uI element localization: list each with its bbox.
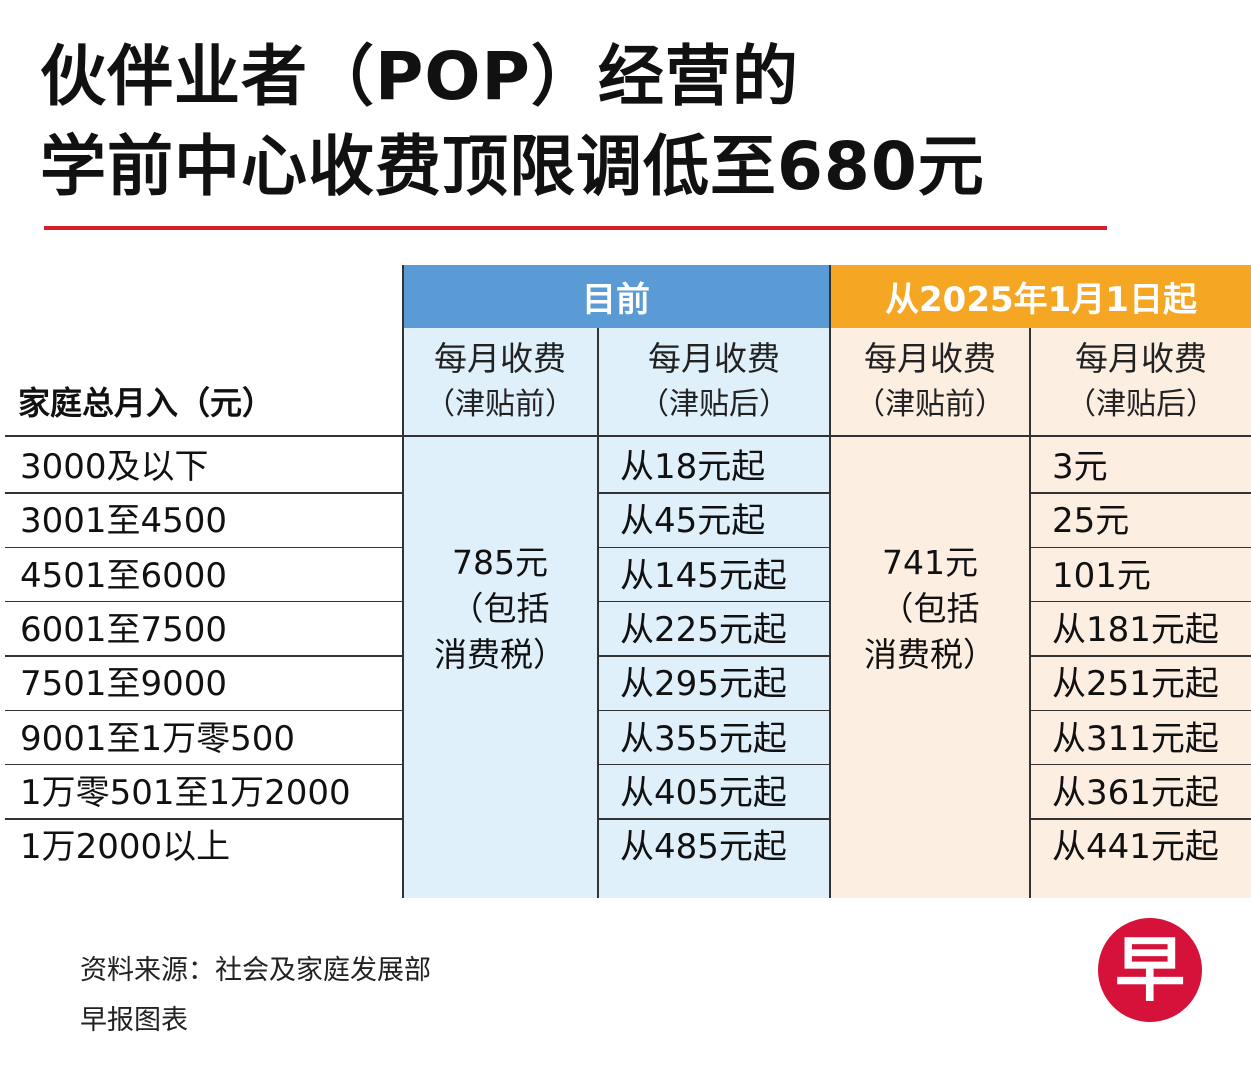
income-bracket: 4501至6000 [20, 555, 228, 596]
row-divider [599, 492, 829, 494]
credit-text: 早报图表 [80, 1005, 188, 1036]
title-divider [44, 226, 1107, 230]
header-bottom-line [5, 435, 1251, 437]
row-divider [5, 709, 402, 711]
row-divider [1031, 546, 1251, 549]
current-fee-after: 从45元起 [620, 501, 766, 542]
new-fee-after: 从441元起 [1052, 827, 1219, 868]
source-text: 资料来源：社会及家庭发展部 [80, 955, 431, 986]
grid-vline [597, 328, 599, 898]
new-fee-after: 3元 [1052, 447, 1108, 487]
current-fee-note-1: （包括 [450, 589, 550, 628]
current-fee-note-2: 消费税） [434, 635, 566, 674]
new-fee-amount: 741元 [882, 543, 978, 582]
new-before-header: 每月收费 （津贴前） [855, 339, 1005, 422]
income-bracket: 3000及以下 [20, 447, 209, 487]
income-bracket: 3001至4500 [20, 501, 228, 542]
current-after-header: 每月收费 （津贴后） [639, 339, 789, 422]
row-divider [599, 763, 829, 766]
title-line-2: 学前中心收费顶限调低至680元 [40, 128, 985, 205]
title-line-1: 伙伴业者（POP）经营的 [40, 38, 799, 115]
zaobao-logo: 早 [1098, 918, 1202, 1022]
income-bracket: 9001至1万零500 [20, 718, 296, 759]
new-group-header: 从2025年1月1日起 [831, 265, 1251, 328]
row-divider [599, 655, 829, 657]
row-divider [5, 818, 402, 820]
row-divider [599, 709, 829, 711]
current-fee-after: 从18元起 [620, 447, 766, 487]
new-fee-after: 从181元起 [1052, 609, 1219, 650]
current-fee-after: 从295元起 [620, 664, 787, 705]
income-bracket: 1万零501至1万2000 [20, 772, 351, 813]
current-fee-before: 785元 （包括 消费税） [403, 540, 597, 678]
row-divider [1031, 492, 1251, 494]
income-column-header: 家庭总月入（元） [18, 384, 275, 422]
income-bracket: 6001至7500 [20, 609, 228, 650]
current-column-background [403, 328, 829, 898]
current-fee-after: 从405元起 [620, 772, 787, 813]
row-divider [1031, 655, 1251, 657]
current-fee-after: 从485元起 [620, 827, 787, 868]
row-divider [1031, 818, 1251, 820]
new-after-header: 每月收费 （津贴后） [1066, 339, 1216, 422]
new-fee-after: 101元 [1052, 555, 1151, 596]
row-divider [5, 763, 402, 766]
row-divider [599, 600, 829, 603]
current-fee-amount: 785元 [452, 543, 548, 582]
current-fee-after: 从145元起 [620, 555, 787, 596]
row-divider [599, 818, 829, 820]
row-divider [1031, 709, 1251, 711]
income-bracket: 7501至9000 [20, 664, 228, 705]
new-column-background [831, 328, 1251, 898]
row-divider [5, 546, 402, 549]
new-fee-note-2: 消费税） [864, 635, 996, 674]
current-fee-after: 从355元起 [620, 718, 787, 759]
current-before-header: 每月收费 （津贴前） [425, 339, 575, 422]
grid-vline [829, 265, 831, 898]
new-fee-after: 从361元起 [1052, 772, 1219, 813]
grid-vline [1029, 328, 1031, 898]
income-bracket: 1万2000以上 [20, 827, 231, 868]
new-fee-after: 从311元起 [1052, 718, 1219, 759]
new-fee-note-1: （包括 [880, 589, 980, 628]
row-divider [5, 600, 402, 603]
current-fee-after: 从225元起 [620, 609, 787, 650]
row-divider [5, 655, 402, 657]
row-divider [1031, 600, 1251, 603]
new-fee-before: 741元 （包括 消费税） [831, 540, 1029, 678]
new-fee-after: 25元 [1052, 501, 1130, 542]
current-group-header: 目前 [403, 265, 829, 328]
row-divider [1031, 763, 1251, 766]
grid-vline [402, 265, 404, 898]
row-divider [599, 546, 829, 549]
row-divider [5, 492, 402, 494]
new-fee-after: 从251元起 [1052, 664, 1219, 705]
